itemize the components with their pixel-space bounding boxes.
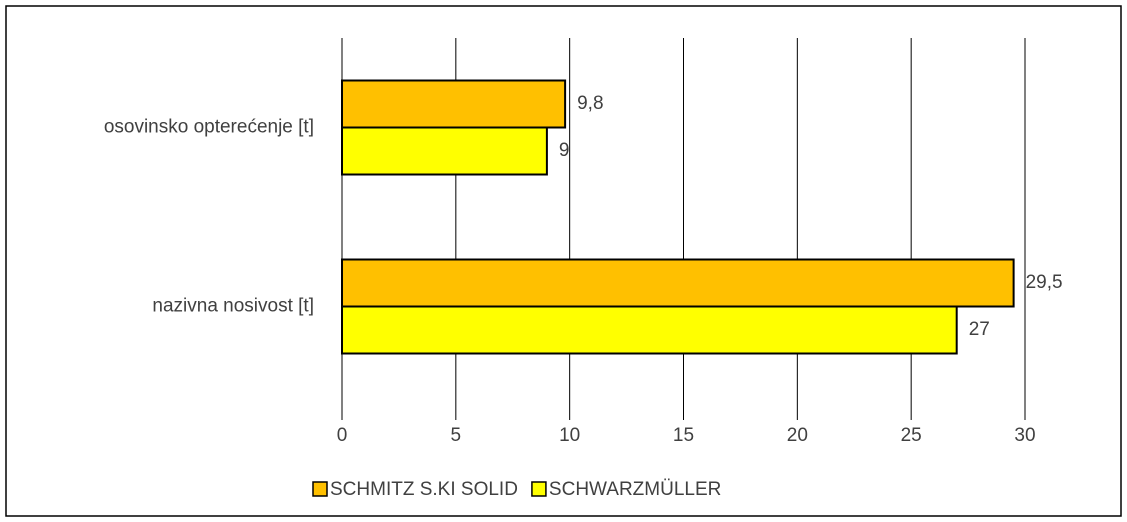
legend-swatch [312,481,328,497]
y-tick-label: osovinsko opterećenje [t] [104,117,314,138]
x-tick-label: 5 [451,425,462,446]
data-label: 9,8 [577,93,603,114]
x-tick-label: 20 [787,425,808,446]
bar [341,126,548,176]
x-tick-label: 0 [337,425,348,446]
legend-label: SCHMITZ S.KI SOLID [330,479,518,500]
data-label: 29,5 [1026,272,1063,293]
data-label: 27 [969,319,990,340]
x-tick-label: 15 [673,425,694,446]
bar [341,305,958,355]
bar [341,258,1015,308]
bar [341,79,567,129]
x-tick-label: 30 [1014,425,1035,446]
x-tick-label: 25 [901,425,922,446]
y-tick-label: nazivna nosivost [t] [152,296,314,317]
legend-label: SCHWARZMÜLLER [549,479,721,500]
x-tick-label: 10 [559,425,580,446]
legend-swatch [531,481,547,497]
data-label: 9 [559,140,570,161]
